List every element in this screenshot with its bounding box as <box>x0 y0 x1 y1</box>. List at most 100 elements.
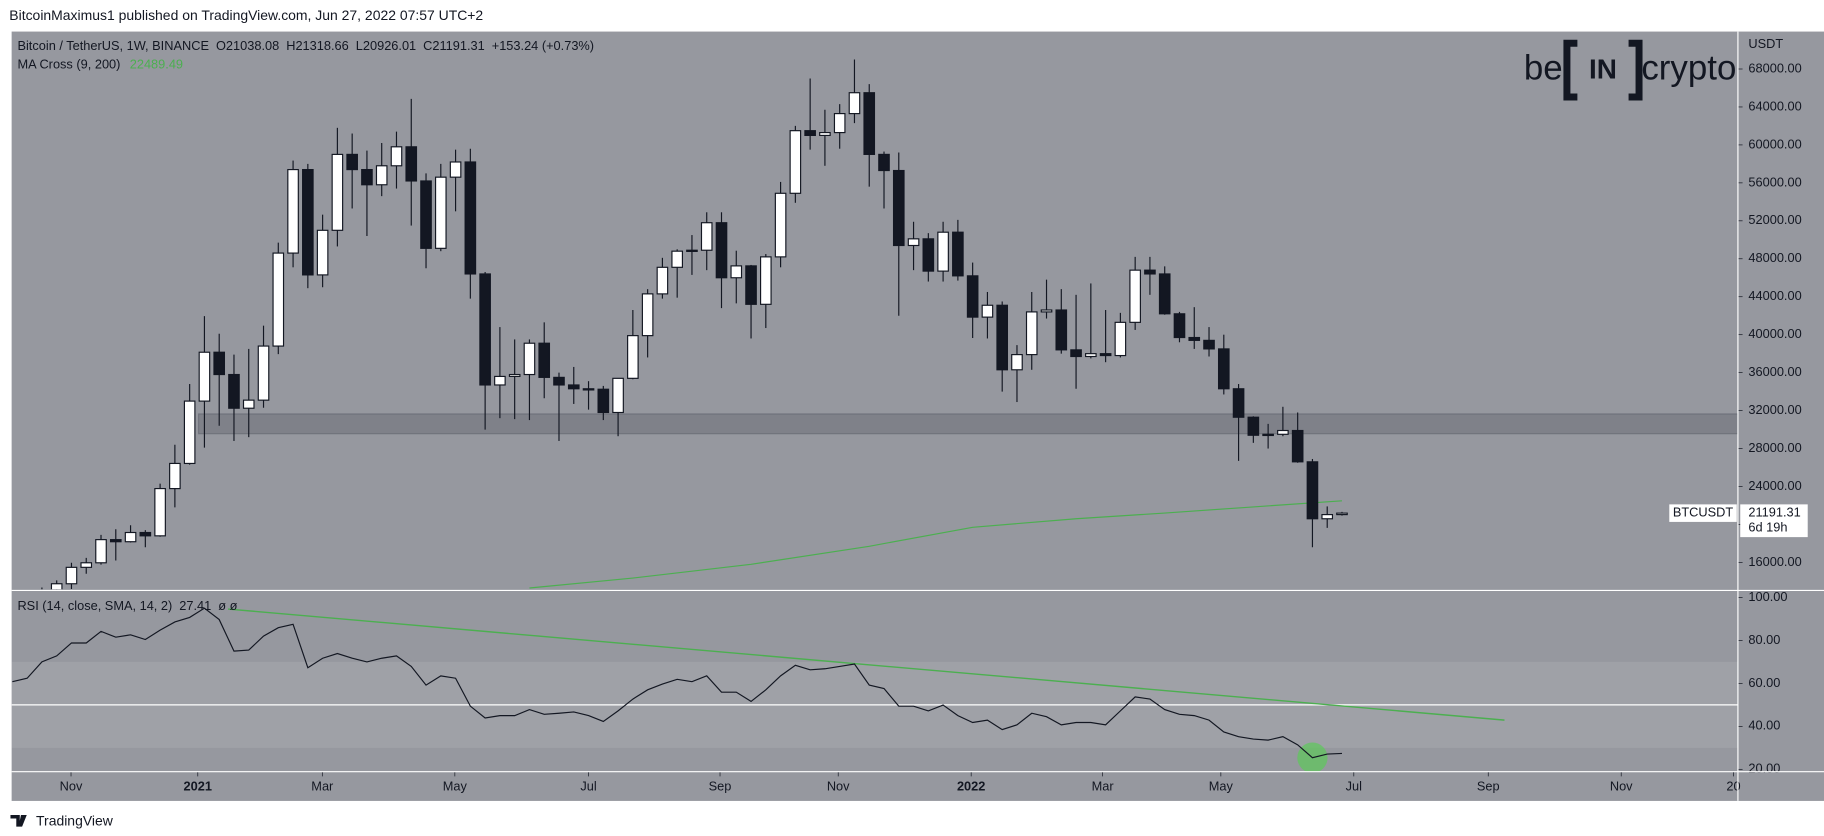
candle-body <box>937 231 949 272</box>
y-tick-label: 32000.00 <box>1748 402 1801 417</box>
candle-body <box>612 377 624 414</box>
candle-body <box>272 252 285 347</box>
legend-line: MA Cross (9, 200) 22489.49 <box>17 57 183 72</box>
x-tick-label: Sep <box>1477 778 1500 793</box>
candle-body <box>154 487 166 537</box>
legend: Bitcoin / TetherUS, 1W, BINANCE O21038.08… <box>17 38 594 613</box>
x-tick-label: 20 <box>1726 778 1740 793</box>
candle-body <box>257 345 270 401</box>
candle-body <box>361 168 373 186</box>
rsi-y-tick-label: 100.00 <box>1748 589 1787 604</box>
legend-line: RSI (14, close, SMA, 14, 2) 27.41 ø ø <box>17 598 237 613</box>
candle-body <box>1144 269 1156 275</box>
logo: be IN crypto <box>1524 39 1736 101</box>
candle-body <box>819 131 831 137</box>
candle-body <box>65 566 78 585</box>
y-tick-label: 52000.00 <box>1748 212 1801 227</box>
y-tick-label: 64000.00 <box>1748 98 1801 113</box>
candle-body <box>494 375 506 386</box>
candle-body <box>375 165 388 186</box>
logo-text: IN <box>1589 54 1617 85</box>
y-tick-label: 56000.00 <box>1748 174 1801 189</box>
candle-body <box>80 562 93 568</box>
y-tick-label: 40000.00 <box>1748 326 1801 341</box>
candle-body <box>1291 429 1304 463</box>
candle-body <box>183 400 196 465</box>
candle-body <box>434 176 447 249</box>
candle-body <box>346 153 358 171</box>
candle-body <box>1129 269 1141 323</box>
candle-body <box>656 266 669 295</box>
candle-body <box>1085 353 1097 358</box>
rsi-y-tick-label: 20.00 <box>1748 761 1780 776</box>
candle-body <box>804 130 816 137</box>
y-tick-label: 44000.00 <box>1748 288 1801 303</box>
x-tick-label: Jul <box>1346 778 1362 793</box>
tradingview-icon <box>10 814 27 827</box>
candle-body <box>302 168 314 276</box>
candle-body <box>1277 429 1289 435</box>
candle-body <box>1232 388 1245 418</box>
price-tag: 21191.31 <box>1748 505 1800 520</box>
symbol-tag-box <box>1669 504 1737 522</box>
ma-value: 22489.49 <box>130 57 183 72</box>
ohlc-prefix: O <box>216 38 226 53</box>
symbol-tag: BTCUSDT <box>1673 505 1734 520</box>
candle-body <box>582 388 595 391</box>
x-tick-label: May <box>443 778 468 793</box>
price-tag-box <box>1740 504 1808 538</box>
candle-body <box>523 342 536 376</box>
logo-text: be <box>1524 48 1563 87</box>
x-tick-label: Jul <box>580 778 596 793</box>
candle-body <box>124 531 137 543</box>
support-zone <box>197 413 1738 435</box>
candle-body <box>287 168 299 254</box>
candle-body <box>774 192 787 258</box>
logo-bracket <box>1628 39 1643 101</box>
y-tick-label: 60000.00 <box>1748 136 1801 151</box>
ohlc-prefix: L <box>356 38 363 53</box>
y-tick-label: 36000.00 <box>1748 364 1801 379</box>
candle-body <box>169 462 181 490</box>
rsi-y-tick-label: 40.00 <box>1748 718 1780 733</box>
candle-body <box>745 265 757 305</box>
rsi-y-tick-label: 60.00 <box>1748 675 1780 690</box>
logo-bracket <box>1563 39 1578 101</box>
candle-body <box>331 153 344 231</box>
x-tick-label: Nov <box>827 778 850 793</box>
rsi-line <box>12 607 1343 759</box>
legend-line: Bitcoin / TetherUS, 1W, BINANCE O21038.08… <box>17 38 594 53</box>
axes: 16000.0020000.0024000.0028000.0032000.00… <box>60 36 1808 793</box>
candle-body <box>627 335 639 379</box>
candle-body <box>449 161 462 178</box>
footer: TradingView <box>10 813 114 829</box>
y-tick-label: 28000.00 <box>1748 440 1801 455</box>
candle-body <box>213 351 226 376</box>
ohlc-prefix: C <box>423 38 432 53</box>
candle-body <box>1158 273 1171 315</box>
rsi-trendline <box>228 608 1505 721</box>
candle-body <box>760 256 772 305</box>
candle-body <box>715 222 728 279</box>
rsi-extra: ø ø <box>218 598 237 613</box>
candle-body <box>952 231 964 277</box>
chart-background <box>11 31 1824 801</box>
ohlc-value: 21318.66 <box>295 38 348 53</box>
y-tick-label: 68000.00 <box>1748 60 1801 75</box>
candle-body <box>1188 336 1201 341</box>
rsi-pane <box>11 607 1738 772</box>
candle-body <box>1070 349 1082 358</box>
publish-info: BitcoinMaximus1 published on TradingView… <box>9 7 483 23</box>
x-tick-label: 2021 <box>184 778 212 793</box>
x-tick-label: Mar <box>1092 778 1115 793</box>
ma-name: MA Cross (9, 200) <box>17 57 120 72</box>
x-tick-label: Mar <box>311 778 334 793</box>
candle-body <box>922 238 935 272</box>
candle-body <box>789 130 802 194</box>
candle-body <box>996 304 1009 371</box>
candle-body <box>892 169 905 247</box>
candle-body <box>686 249 698 252</box>
x-tick-label: Sep <box>709 778 732 793</box>
